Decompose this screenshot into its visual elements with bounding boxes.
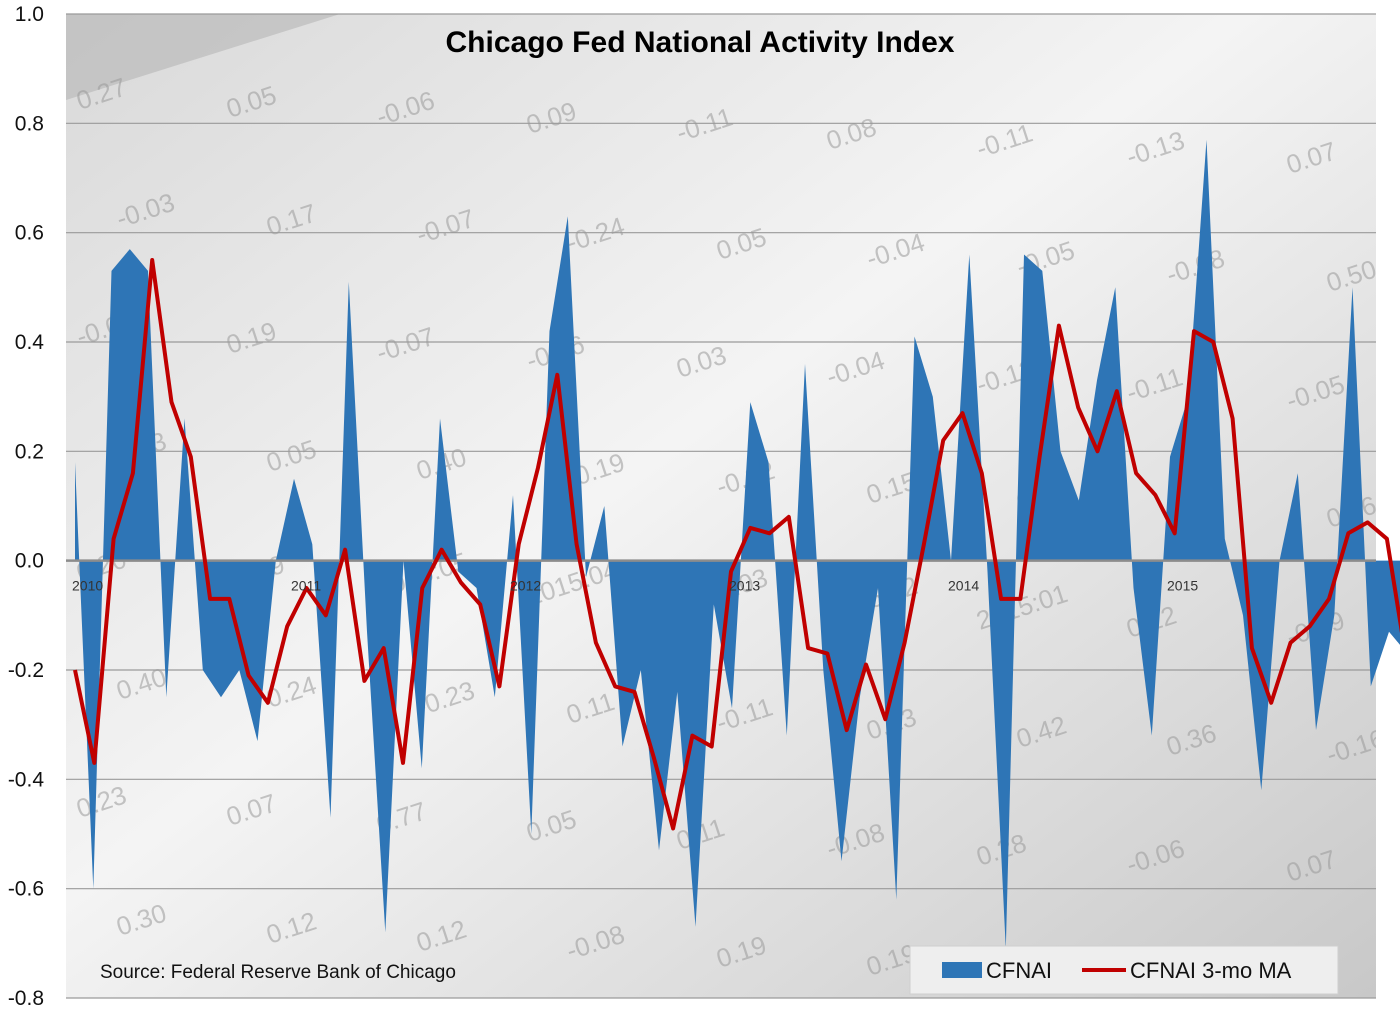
y-tick-label: -0.4 xyxy=(8,768,45,791)
legend-label-cfnai: CFNAI xyxy=(986,958,1052,983)
legend-swatch-cfnai xyxy=(942,962,982,978)
x-tick-label: 2011 xyxy=(291,578,321,594)
x-tick-label: 2012 xyxy=(510,578,541,594)
cfnai-area-series xyxy=(75,139,1400,949)
y-tick-label: 0.4 xyxy=(15,331,45,354)
x-tick-label: 2014 xyxy=(948,578,979,594)
y-tick-label: -0.2 xyxy=(8,659,44,682)
y-tick-label: 1.0 xyxy=(15,3,44,26)
plot-background xyxy=(66,14,1376,998)
paper-shadow xyxy=(66,14,340,100)
source-note: Source: Federal Reserve Bank of Chicago xyxy=(100,962,456,983)
legend: CFNAI CFNAI 3-mo MA xyxy=(909,945,1339,995)
y-tick-label: 0.0 xyxy=(15,550,44,573)
y-axis-tick-labels: 1.0 0.8 0.6 0.4 0.2 0.0 -0.2 -0.4 -0.6 -0.8 xyxy=(8,3,45,1010)
legend-label-ma: CFNAI 3-mo MA xyxy=(1130,958,1292,983)
x-axis-tick-labels: 2010 2011 2012 2013 2014 2015 xyxy=(72,578,1198,594)
x-tick-label: 2010 xyxy=(72,578,103,594)
x-tick-label: 2015 xyxy=(1167,578,1198,594)
chart-title: Chicago Fed National Activity Index xyxy=(446,26,955,59)
cfnai-3mo-ma-line xyxy=(73,258,1400,831)
y-tick-label: 0.8 xyxy=(15,112,44,135)
x-tick-label: 2013 xyxy=(729,578,760,594)
y-tick-label: -0.8 xyxy=(8,987,44,1010)
y-tick-label: -0.6 xyxy=(8,878,44,901)
y-tick-label: 0.6 xyxy=(15,222,44,245)
y-tick-label: 0.2 xyxy=(15,440,44,463)
